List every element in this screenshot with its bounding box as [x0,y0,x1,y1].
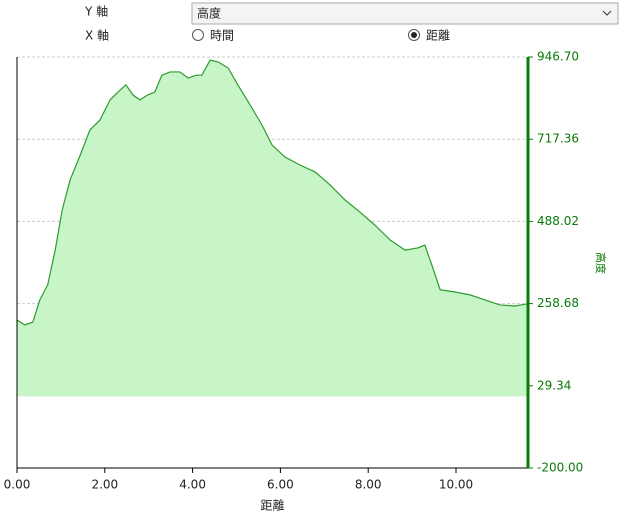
radio-label: 距離 [426,29,450,43]
line [16,59,529,326]
y-tick-label: -200.00 [537,461,583,475]
y-tick-label: 29.34 [537,378,571,392]
x-axis-label: X 軸 [85,29,109,43]
x-tick-label: 6.00 [267,478,294,492]
x-tick-label: 10.00 [439,478,473,492]
x-tick-label: 4.00 [179,478,206,492]
area [17,60,528,397]
y-select-value: 高度 [197,6,221,21]
x-tick-label: 0.00 [4,478,31,492]
x-tick-label: 8.00 [355,478,382,492]
dropdown-arrow [602,10,612,16]
radio-dot [411,32,417,38]
radio[interactable] [192,29,204,41]
y-axis-title: 高度 [594,252,608,274]
y-tick-label: 946.70 [537,50,579,64]
y-axis-label: Y 軸 [84,5,108,19]
x-tick-label: 2.00 [91,478,118,492]
y-tick-label: 258.68 [537,296,579,310]
x-axis-title: 距離 [260,499,284,513]
y-select[interactable] [191,2,619,25]
radio-label: 時間 [210,29,234,43]
y-tick-label: 717.36 [537,132,579,146]
y-tick-label: 488.02 [537,214,579,228]
